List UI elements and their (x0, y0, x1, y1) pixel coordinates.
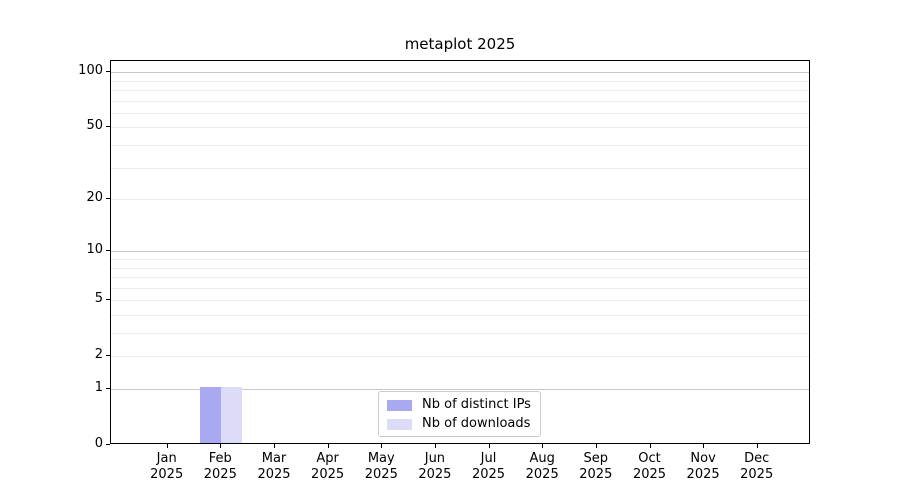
minor-gridline-60 (111, 112, 809, 114)
x-tick-month-text: Aug (529, 451, 555, 466)
legend-label-distinct-ips: Nb of distinct IPs (422, 397, 531, 412)
major-gridline-10 (111, 251, 809, 253)
chart-title: metaplot 2025 (404, 35, 516, 53)
x-tick-label-jan: Jan 2025 (135, 451, 199, 483)
minor-gridline-40 (111, 145, 809, 146)
minor-gridline-20 (111, 199, 809, 201)
x-tick-month-text: Mar (261, 451, 287, 466)
x-tick-year-text: 2025 (418, 467, 452, 482)
minor-gridline-80 (111, 90, 809, 91)
minor-gridline-7 (111, 277, 809, 278)
y-tick-0 (106, 444, 110, 445)
y-tick-5 (106, 299, 110, 301)
y-tick-label-10: 10 (86, 242, 103, 258)
x-tick-mar (274, 444, 275, 448)
minor-gridline-3 (111, 333, 809, 334)
x-tick-month-text: Jan (156, 451, 177, 466)
x-tick-label-sep: Sep 2025 (564, 451, 628, 483)
legend-label-downloads: Nb of downloads (422, 416, 531, 431)
x-tick-label-jun: Jun 2025 (403, 451, 467, 483)
y-tick-label-0: 0 (94, 436, 103, 451)
x-tick-month-text: Apr (316, 451, 339, 466)
minor-gridline-5 (111, 300, 809, 302)
x-tick-may (381, 444, 383, 448)
x-tick-month-text: Jun (424, 451, 446, 466)
minor-gridline-50 (111, 127, 809, 129)
x-tick-label-oct: Oct 2025 (618, 451, 682, 483)
y-tick-label-20: 20 (86, 190, 103, 206)
y-tick-10 (106, 250, 110, 252)
x-tick-month-text: Sep (583, 451, 609, 466)
y-tick-50 (106, 126, 110, 128)
minor-gridline-4 (111, 315, 809, 316)
x-tick-year-text: 2025 (203, 467, 237, 482)
major-gridline-100 (111, 72, 809, 74)
y-tick-label-1: 1 (94, 380, 103, 395)
x-tick-year-text: 2025 (632, 467, 667, 482)
x-tick-year-text: 2025 (525, 467, 559, 482)
x-tick-dec (756, 444, 758, 448)
x-tick-month-text: Feb (208, 451, 232, 466)
x-tick-year-text: 2025 (257, 467, 291, 482)
legend-row-distinct-ips: Nb of distinct IPs (387, 397, 531, 413)
x-tick-sep (595, 444, 597, 448)
x-tick-month-text: Nov (690, 451, 716, 466)
x-tick-year-text: 2025 (471, 467, 506, 482)
y-tick-20 (106, 198, 110, 200)
x-tick-label-mar: Mar 2025 (242, 451, 306, 483)
x-tick-jan (166, 444, 168, 448)
x-tick-label-nov: Nov 2025 (671, 451, 735, 483)
x-tick-year-text: 2025 (686, 467, 720, 482)
y-tick-label-50: 50 (86, 118, 103, 134)
y-tick-label-2: 2 (94, 347, 103, 363)
x-tick-jun (434, 444, 436, 448)
y-tick-2 (106, 355, 110, 357)
y-tick-1 (106, 388, 110, 389)
y-tick-label-100: 100 (78, 63, 103, 79)
x-tick-year-text: 2025 (150, 467, 184, 482)
x-tick-feb (220, 444, 222, 448)
major-gridline-1 (111, 389, 809, 390)
x-tick-label-apr: Apr 2025 (296, 451, 360, 483)
x-tick-year-text: 2025 (740, 467, 774, 482)
x-tick-month-text: May (367, 451, 395, 466)
x-tick-label-may: May 2025 (349, 451, 413, 483)
x-tick-year-text: 2025 (364, 467, 398, 482)
y-tick-label-5: 5 (94, 291, 103, 307)
x-tick-year-text: 2025 (579, 467, 613, 482)
legend: Nb of distinct IPs Nb of downloads (378, 391, 541, 437)
plot-area (110, 60, 810, 444)
minor-gridline-90 (111, 80, 809, 82)
x-tick-jul (488, 444, 490, 448)
minor-gridline-8 (111, 267, 809, 269)
x-tick-label-jul: Jul 2025 (457, 451, 521, 483)
legend-swatch-distinct-ips (387, 399, 412, 411)
x-tick-month-text: Dec (744, 451, 770, 466)
x-tick-label-feb: Feb 2025 (188, 451, 252, 483)
minor-gridline-2 (111, 356, 809, 358)
x-tick-label-aug: Aug 2025 (510, 451, 574, 483)
x-tick-nov (703, 444, 705, 448)
legend-row-downloads: Nb of downloads (387, 416, 531, 432)
y-tick-100 (106, 71, 110, 73)
x-tick-month-text: Oct (638, 451, 661, 466)
bar-downloads-feb (221, 387, 243, 443)
x-tick-month-text: Jul (480, 451, 497, 466)
minor-gridline-70 (111, 100, 809, 102)
minor-gridline-9 (111, 259, 809, 260)
x-tick-apr (327, 444, 329, 448)
x-tick-label-dec: Dec 2025 (725, 451, 789, 483)
minor-gridline-6 (111, 287, 809, 289)
x-tick-aug (542, 444, 544, 448)
x-tick-oct (649, 444, 651, 448)
minor-gridline-30 (111, 167, 809, 169)
legend-swatch-downloads (387, 418, 412, 430)
bar-distinct-ips-feb (200, 387, 222, 443)
x-tick-year-text: 2025 (311, 467, 345, 482)
